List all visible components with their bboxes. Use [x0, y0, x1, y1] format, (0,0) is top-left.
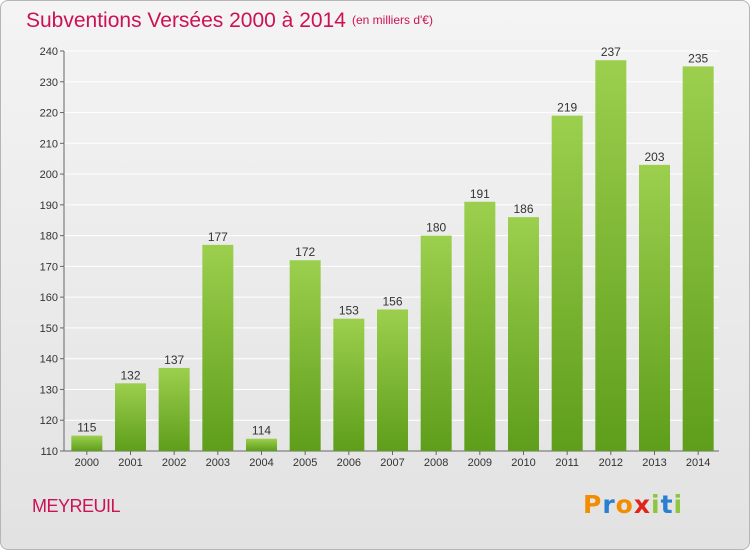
bar-2007 [377, 309, 408, 451]
x-tick-label-2001: 2001 [118, 457, 142, 469]
value-label-2002: 137 [164, 353, 184, 367]
y-tick-label: 230 [40, 77, 58, 89]
x-tick-label-2007: 2007 [380, 457, 404, 469]
y-tick-label: 220 [40, 108, 58, 120]
y-tick-label: 160 [40, 292, 58, 304]
bar-2004 [246, 438, 277, 451]
x-tick-label-2003: 2003 [206, 457, 230, 469]
x-tick-label-2014: 2014 [686, 457, 710, 469]
value-label-2008: 180 [426, 221, 446, 235]
y-tick-label: 120 [40, 415, 58, 427]
x-tick-label-2004: 2004 [249, 457, 273, 469]
y-tick-label: 200 [40, 169, 58, 181]
bar-2008 [420, 235, 452, 451]
bar-2003 [202, 244, 234, 451]
value-label-2012: 237 [601, 45, 621, 59]
y-tick-label: 150 [40, 323, 58, 335]
bar-2005 [289, 260, 321, 451]
logo-letter: r [602, 490, 616, 519]
x-tick-label-2005: 2005 [293, 457, 317, 469]
y-tick-label: 190 [40, 200, 58, 212]
bar-2012 [595, 60, 627, 451]
chart-title: Subventions Versées 2000 à 2014 [26, 9, 346, 32]
x-tick-label-2006: 2006 [337, 457, 361, 469]
y-tick-label: 180 [40, 231, 58, 243]
value-label-2010: 186 [513, 202, 533, 216]
x-tick-label-2012: 2012 [599, 457, 623, 469]
bar-2014 [682, 66, 714, 451]
commune-name: MEYREUIL [32, 496, 121, 516]
y-tick-label: 140 [40, 354, 58, 366]
y-tick-label: 170 [40, 261, 58, 273]
logo-letter: i [673, 490, 684, 519]
x-tick-label-2008: 2008 [424, 457, 448, 469]
bar-2013 [639, 164, 670, 451]
chart-subtitle: (en milliers d'€) [352, 13, 433, 27]
logo-letter: P [583, 490, 603, 519]
y-tick-label: 110 [40, 446, 58, 458]
bar-2010 [508, 217, 539, 451]
value-label-2011: 219 [557, 101, 577, 115]
logo-letter: t [660, 490, 674, 519]
x-tick-label-2009: 2009 [468, 457, 492, 469]
logo-letter: i [651, 490, 661, 519]
value-label-2003: 177 [208, 230, 228, 244]
bar-2006 [333, 318, 365, 451]
bar-2002 [158, 367, 190, 451]
x-tick-label-2013: 2013 [642, 457, 666, 469]
bar-2000 [71, 435, 103, 451]
y-tick-label: 210 [40, 138, 58, 150]
value-label-2006: 153 [339, 304, 359, 318]
logo-letter: o [615, 490, 634, 519]
x-tick-label-2011: 2011 [555, 457, 579, 469]
logo-letter: x [633, 490, 651, 519]
x-tick-label-2000: 2000 [75, 457, 99, 469]
value-label-2005: 172 [295, 245, 315, 259]
bar-2001 [115, 383, 146, 451]
x-tick-label-2002: 2002 [162, 457, 186, 469]
bar-2011 [551, 115, 583, 451]
bar-2009 [464, 201, 496, 451]
y-tick-label: 240 [40, 46, 58, 58]
value-label-2013: 203 [644, 150, 664, 164]
value-label-2009: 191 [470, 187, 490, 201]
value-label-2004: 114 [252, 424, 271, 438]
value-label-2014: 235 [688, 51, 708, 65]
bars [71, 60, 714, 451]
value-label-2001: 132 [120, 368, 140, 382]
proxiti-logo[interactable]: Proxiti [583, 490, 683, 519]
value-label-2000: 115 [77, 421, 96, 435]
x-tick-label-2010: 2010 [511, 457, 535, 469]
y-tick-label: 130 [40, 384, 58, 396]
value-label-2007: 156 [382, 294, 402, 308]
labels: 110 120 130 140 150 160 170 180 190 200 210 220 230 2… [40, 45, 711, 469]
